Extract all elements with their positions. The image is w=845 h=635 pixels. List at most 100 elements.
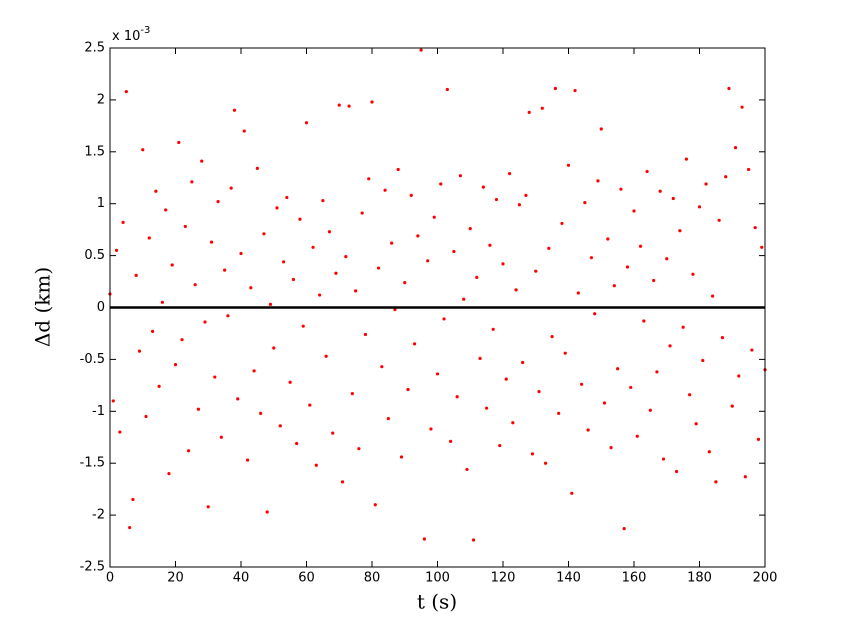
point <box>540 106 544 110</box>
point <box>242 129 246 133</box>
point <box>619 187 623 191</box>
point <box>295 441 299 446</box>
point <box>213 375 217 379</box>
point <box>557 411 561 415</box>
y-tick-label: 1 <box>97 196 105 211</box>
point <box>393 307 397 312</box>
point <box>164 208 168 212</box>
x-tick-label: 180 <box>687 571 712 586</box>
point <box>298 217 302 221</box>
point <box>589 256 594 260</box>
point <box>737 374 741 378</box>
point <box>681 325 685 329</box>
point <box>124 89 128 94</box>
point <box>449 439 453 444</box>
y-tick-label: -2.5 <box>80 560 105 575</box>
point <box>756 437 761 441</box>
point <box>586 428 590 432</box>
point <box>334 271 338 275</box>
point <box>583 201 587 205</box>
point <box>740 105 744 109</box>
point <box>203 320 207 324</box>
x-tick-label: 100 <box>425 571 450 586</box>
x-tick-label: 160 <box>622 571 647 586</box>
point <box>629 385 633 390</box>
point <box>661 457 666 461</box>
point <box>674 469 679 474</box>
point <box>665 257 669 261</box>
point <box>324 354 328 358</box>
point <box>471 538 476 542</box>
point <box>550 334 554 339</box>
y-tick-label: 2 <box>97 92 105 107</box>
point <box>691 272 695 276</box>
y-tick-label: 2.5 <box>84 41 105 56</box>
point <box>357 447 361 451</box>
point <box>606 237 610 241</box>
point <box>570 491 574 495</box>
point <box>114 248 119 253</box>
point <box>160 300 164 304</box>
point <box>121 220 125 224</box>
point <box>580 382 584 386</box>
point <box>311 245 315 249</box>
y-multiplier-exponent: -3 <box>140 25 150 36</box>
point <box>308 403 312 407</box>
point <box>678 229 682 233</box>
point <box>625 265 630 269</box>
point <box>760 245 764 249</box>
point <box>383 188 387 192</box>
point <box>465 467 469 472</box>
point <box>399 455 404 459</box>
point <box>134 273 138 277</box>
point <box>622 526 626 531</box>
point <box>478 356 482 360</box>
point <box>501 262 505 266</box>
point <box>252 369 256 373</box>
point <box>386 416 390 421</box>
point <box>170 263 174 267</box>
point <box>118 430 122 434</box>
point <box>645 169 649 174</box>
point <box>435 372 440 376</box>
point <box>193 283 197 287</box>
point <box>268 302 273 306</box>
point <box>560 221 564 226</box>
point <box>232 108 237 112</box>
point <box>216 200 220 204</box>
point <box>373 503 377 507</box>
point <box>563 351 567 355</box>
point <box>236 397 240 401</box>
point <box>226 314 230 318</box>
y-multiplier-base: x 10 <box>112 29 140 44</box>
point <box>281 260 286 264</box>
point <box>724 175 728 179</box>
point <box>154 189 158 193</box>
point <box>439 182 443 186</box>
point <box>370 100 374 104</box>
point <box>219 435 223 439</box>
point <box>648 408 652 412</box>
point <box>573 88 577 93</box>
point <box>684 157 689 161</box>
point <box>507 171 512 176</box>
point <box>363 332 368 337</box>
point <box>668 344 672 348</box>
point <box>422 537 426 541</box>
point <box>429 427 433 431</box>
point <box>278 424 282 428</box>
point <box>602 401 607 405</box>
point <box>747 167 751 172</box>
point <box>403 280 407 285</box>
point <box>488 243 492 247</box>
x-axis-label: t (s) <box>417 590 457 614</box>
point <box>239 251 243 256</box>
point <box>524 193 528 197</box>
point <box>409 193 413 197</box>
point <box>527 110 531 114</box>
point <box>173 362 178 367</box>
point <box>255 166 259 171</box>
point <box>498 443 502 448</box>
point <box>249 286 253 290</box>
